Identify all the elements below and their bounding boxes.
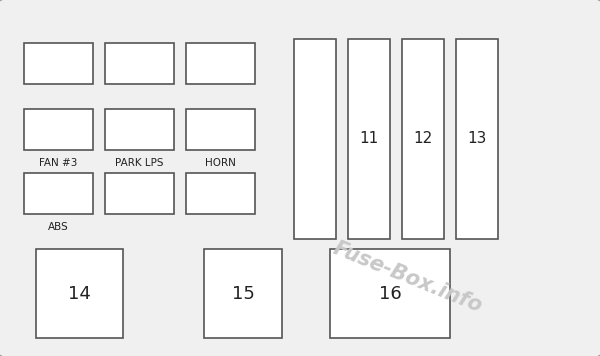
Bar bbox=[24, 109, 93, 150]
Bar bbox=[36, 249, 123, 338]
Bar bbox=[24, 173, 93, 214]
Bar bbox=[186, 43, 255, 84]
Bar bbox=[348, 39, 390, 239]
Bar bbox=[204, 249, 282, 338]
Text: Fuse-Box.info: Fuse-Box.info bbox=[331, 239, 485, 317]
Text: ABS: ABS bbox=[48, 222, 69, 232]
Text: PARK LPS: PARK LPS bbox=[115, 158, 164, 168]
Bar bbox=[105, 173, 174, 214]
Text: 12: 12 bbox=[413, 131, 433, 146]
Bar bbox=[105, 43, 174, 84]
Text: 16: 16 bbox=[379, 285, 401, 303]
Bar bbox=[186, 173, 255, 214]
Text: 15: 15 bbox=[232, 285, 254, 303]
Text: FAN #3: FAN #3 bbox=[40, 158, 77, 168]
Bar bbox=[294, 39, 336, 239]
Bar bbox=[330, 249, 450, 338]
Bar bbox=[402, 39, 444, 239]
Bar bbox=[105, 109, 174, 150]
Bar bbox=[456, 39, 498, 239]
Bar bbox=[24, 43, 93, 84]
Bar bbox=[186, 109, 255, 150]
Text: 14: 14 bbox=[68, 285, 91, 303]
Text: HORN: HORN bbox=[205, 158, 236, 168]
Text: 13: 13 bbox=[467, 131, 487, 146]
Text: 11: 11 bbox=[359, 131, 379, 146]
